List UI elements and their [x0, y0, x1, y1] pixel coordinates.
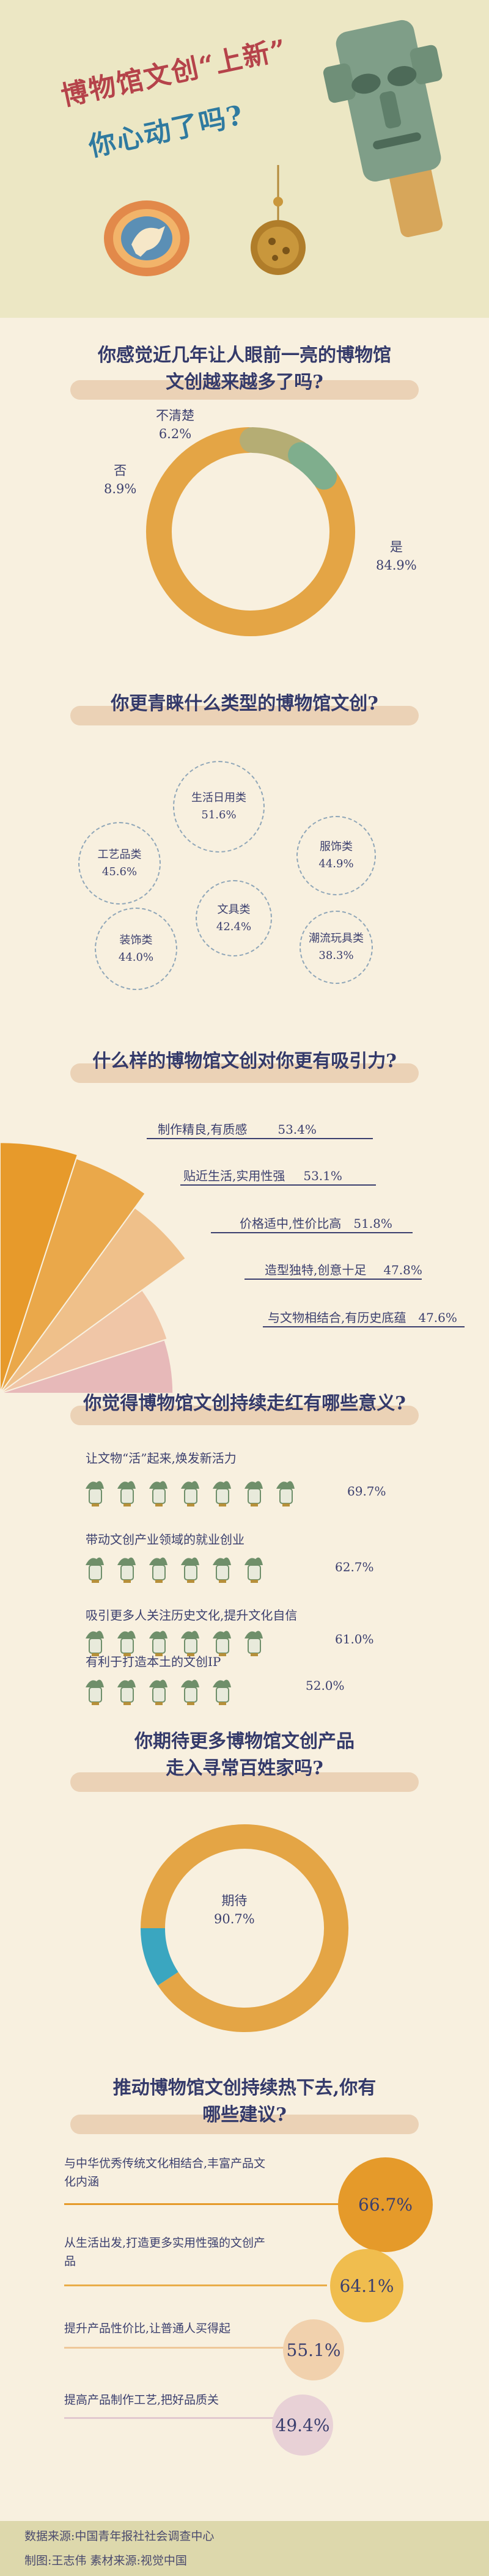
- q4-item-4-value: 52.0%: [306, 1678, 345, 1693]
- q2-bubble-apparel: 服饰类 44.9%: [296, 816, 376, 895]
- q2-title: 你更青睐什么类型的博物馆文创?: [111, 693, 378, 714]
- q4-pot-icon: [117, 1631, 136, 1656]
- q4-pot-icon: [181, 1679, 199, 1705]
- q4-pot-icon: [213, 1679, 231, 1705]
- q6-line-2: [64, 2284, 327, 2286]
- q5-slice-expect: [141, 1824, 348, 2032]
- q4-pot-icon: [244, 1481, 263, 1506]
- q4-item-3-value: 61.0%: [335, 1632, 374, 1646]
- q3-title: 什么样的博物馆文创对你更有吸引力?: [92, 1051, 397, 1072]
- q4-pot-icon: [117, 1557, 136, 1583]
- q1-highlight-bar: [70, 380, 419, 400]
- q4-pot-icon: [181, 1557, 199, 1583]
- q2-bubble-craft: 工艺品类 45.6%: [78, 822, 161, 905]
- q4-pot-icon: [149, 1631, 167, 1656]
- q1-slice-0: [146, 427, 355, 636]
- q1-donut-chart: [146, 427, 355, 636]
- q4-pot-icon: [86, 1679, 104, 1705]
- q4-item-4-label: 有利于打造本土的文创IP: [86, 1654, 221, 1669]
- q3-fan-chart: [0, 1142, 187, 1393]
- q4-pot-icon: [117, 1679, 136, 1705]
- q4-highlight-bar: [70, 1406, 419, 1425]
- q4-pot-icon: [86, 1481, 104, 1506]
- q3-underline-1: [147, 1138, 373, 1139]
- q4-item-1-label: 让文物“活”起来,焕发新活力: [86, 1451, 237, 1466]
- q4-pot-icon: [276, 1481, 295, 1506]
- q4-pot-icon: [86, 1557, 104, 1583]
- q5-highlight-bar: [70, 1772, 419, 1792]
- q3-fan-slice-3: [0, 1289, 168, 1393]
- footer: [0, 2521, 489, 2576]
- q3-underline-5: [263, 1326, 465, 1327]
- q3-underline-2: [180, 1184, 376, 1186]
- bronze-mask-illustration: [323, 20, 443, 237]
- footer-credits: 制图:王志伟 素材来源:视觉中国: [24, 2554, 187, 2567]
- q4-pot-icon: [213, 1557, 231, 1583]
- q1-label-unsure: 不清楚 6.2%: [156, 408, 194, 441]
- q4-item-2-label: 带动文创产业领域的就业创业: [86, 1532, 244, 1547]
- q3-label-2: 贴近生活,实用性强 53.1%: [183, 1169, 342, 1183]
- q6-bubble-4: 49.4%: [272, 2394, 333, 2456]
- q4-pot-icon: [213, 1631, 231, 1656]
- q4-title: 你觉得博物馆文创持续走红有哪些意义?: [83, 1393, 406, 1414]
- q2-bubble-decor: 装饰类 44.0%: [95, 908, 177, 990]
- q4-pot-icon: [181, 1481, 199, 1506]
- q3-fan-slice-4: [0, 1339, 174, 1393]
- q6-title: 推动博物馆文创持续热下去,你有哪些建议?: [112, 2077, 377, 2126]
- q3-underline-4: [244, 1279, 422, 1280]
- q4-pot-icon: [213, 1481, 231, 1506]
- q3-underline-3: [211, 1232, 413, 1233]
- q1-label-yes: 是 84.9%: [376, 540, 417, 573]
- q6-line-3: [64, 2347, 284, 2349]
- q2-highlight-bar: [70, 706, 419, 725]
- footer-source: 数据来源:中国青年报社社会调查中心: [24, 2530, 215, 2543]
- q5-slice-other: [141, 1928, 178, 1986]
- q4-pot-icon: [149, 1481, 167, 1506]
- q4-item-3-label: 吸引更多人关注历史文化,提升文化自信: [86, 1608, 298, 1623]
- q3-label-5: 与文物相结合,有历史底蕴 47.6%: [268, 1310, 457, 1325]
- horse-plate-illustration: [104, 200, 189, 276]
- q6-bubble-2: 64.1%: [330, 2249, 403, 2322]
- q4-item-1-value: 69.7%: [347, 1484, 386, 1499]
- q4-pot-icon: [149, 1557, 167, 1583]
- q5-donut-chart: [141, 1824, 348, 2032]
- q4-pot-icon: [149, 1679, 167, 1705]
- q2-bubble-stationery: 文具类 42.4%: [196, 880, 272, 956]
- q1-label-no: 否 8.9%: [104, 463, 137, 496]
- q4-pot-icon: [244, 1557, 263, 1583]
- incense-ball-illustration: [251, 165, 306, 275]
- q4-pot-icon: [86, 1631, 104, 1656]
- q4-icon-rows: [86, 1481, 295, 1705]
- q2-bubble-daily: 生活日用类 51.6%: [173, 761, 265, 853]
- q2-bubble-trendy-toys: 潮流玩具类 38.3%: [300, 911, 373, 984]
- q6-item-2-label: 从生活出发,打造更多实用性强的文创产品: [64, 2236, 266, 2268]
- q6-item-1-label: 与中华优秀传统文化相结合,丰富产品文化内涵: [64, 2157, 266, 2189]
- q3-fan-slice-1: [0, 1158, 146, 1393]
- q6-bubble-1: 66.7%: [338, 2157, 433, 2252]
- q4-pot-icon: [117, 1481, 136, 1506]
- q6-line-4: [64, 2417, 278, 2419]
- q3-highlight-bar: [70, 1063, 419, 1083]
- q5-center-label: 期待 90.7%: [214, 1893, 255, 1926]
- q3-fan-slice-2: [0, 1206, 187, 1393]
- q6-line-1: [64, 2203, 339, 2205]
- q4-pot-icon: [181, 1631, 199, 1656]
- q3-label-4: 造型独特,创意十足 47.8%: [265, 1263, 422, 1277]
- q4-item-2-value: 62.7%: [335, 1560, 374, 1574]
- q1-slice-2: [288, 442, 337, 490]
- q3-label-1: 制作精良,有质感 53.4%: [158, 1122, 317, 1137]
- q6-highlight-bar: [70, 2115, 419, 2134]
- q5-title: 你期待更多博物馆文创产品走入寻常百姓家吗?: [134, 1731, 355, 1779]
- q4-pot-icon: [244, 1631, 263, 1656]
- q6-item-3-label: 提升产品性价比,让普通人买得起: [64, 2322, 231, 2335]
- q1-title: 你感觉近几年让人眼前一亮的博物馆文创越来越多了吗?: [98, 345, 391, 393]
- q6-bubble-3: 55.1%: [283, 2319, 344, 2380]
- q3-label-3: 价格适中,性价比高 51.8%: [240, 1216, 392, 1231]
- q6-item-4-label: 提高产品制作工艺,把好品质关: [64, 2393, 219, 2407]
- q3-fan-slice-0: [0, 1142, 79, 1393]
